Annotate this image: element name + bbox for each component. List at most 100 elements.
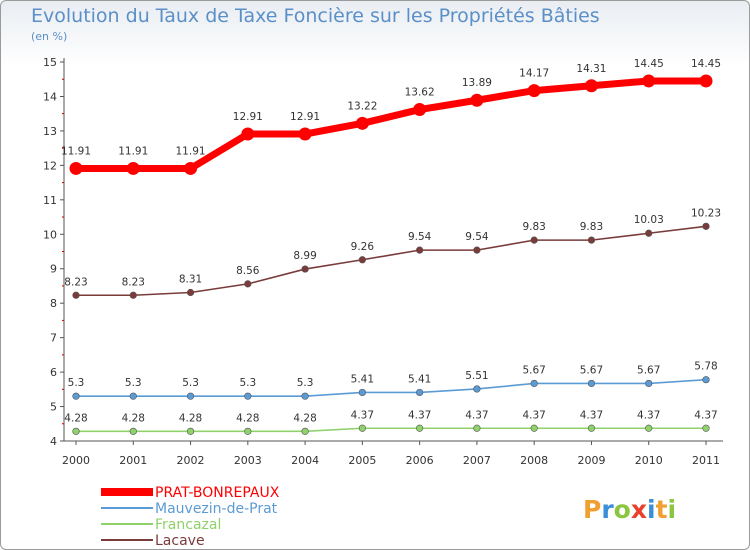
legend-label: PRAT-BONREPAUX (155, 485, 280, 501)
y-tick-label: 5 (50, 401, 57, 414)
x-tick-label: 2008 (520, 454, 548, 467)
data-label: 4.28 (64, 412, 87, 424)
data-point (416, 246, 424, 254)
data-point (584, 79, 598, 93)
series-line (76, 427, 706, 433)
data-label: 9.83 (522, 221, 545, 233)
data-label: 5.3 (182, 377, 199, 389)
data-label: 5.67 (637, 364, 660, 376)
data-point (72, 291, 80, 299)
data-label: 4.37 (580, 409, 603, 421)
y-tick-label: 10 (43, 228, 57, 241)
data-point (702, 424, 710, 432)
data-point (702, 222, 710, 230)
series-francazal (72, 424, 710, 435)
data-point (642, 74, 656, 88)
data-label: 8.99 (293, 250, 316, 262)
series-prat-bonrepaux (69, 74, 713, 175)
data-point (241, 127, 255, 141)
data-label: 13.22 (347, 100, 377, 112)
data-point (186, 288, 195, 297)
data-label: 9.54 (465, 231, 489, 243)
data-point (470, 93, 484, 107)
data-label: 5.51 (465, 370, 488, 382)
data-point (186, 392, 195, 400)
data-label: 13.89 (462, 77, 492, 89)
data-point (645, 229, 653, 237)
data-label: 5.67 (580, 364, 603, 376)
data-label: 14.45 (691, 58, 721, 70)
y-tick-label: 8 (50, 297, 57, 310)
data-point (530, 236, 538, 244)
data-point (699, 74, 713, 88)
data-point (129, 392, 137, 400)
data-label: 4.37 (694, 409, 717, 421)
x-tick-label: 2006 (406, 454, 434, 467)
y-tick-label: 7 (50, 332, 57, 345)
data-label: 11.91 (61, 145, 91, 157)
y-tick-label: 6 (50, 366, 57, 379)
data-label: 4.28 (122, 412, 145, 424)
data-label: 14.31 (576, 63, 606, 75)
data-label: 4.28 (236, 412, 259, 424)
data-point (645, 424, 653, 432)
data-label: 4.37 (408, 409, 431, 421)
data-label: 5.3 (125, 377, 142, 389)
data-label: 10.23 (691, 207, 721, 219)
data-label: 9.54 (408, 231, 432, 243)
legend-label: Lacave (155, 533, 205, 549)
data-label: 5.41 (351, 373, 374, 385)
series-mauvezin-de-prat (72, 376, 710, 400)
data-label: 8.56 (236, 265, 260, 277)
data-point (530, 379, 538, 388)
series-line (76, 77, 706, 172)
data-point (527, 84, 541, 98)
data-label: 11.91 (176, 145, 206, 157)
data-point (301, 392, 309, 400)
data-point (473, 385, 481, 393)
data-label: 13.62 (405, 87, 435, 99)
data-point (126, 161, 140, 175)
series-line (76, 225, 707, 297)
data-point (72, 427, 80, 435)
y-tick-label: 4 (50, 435, 57, 448)
data-point (244, 392, 252, 400)
legend-label: Mauvezin-de-Prat (155, 501, 278, 517)
y-tick-label: 14 (43, 90, 57, 103)
x-tick-label: 2002 (177, 454, 205, 467)
data-point (244, 427, 252, 435)
data-point (413, 103, 427, 117)
data-label: 4.37 (465, 409, 488, 421)
data-label: 12.91 (290, 111, 320, 123)
data-point (298, 127, 312, 141)
data-point (184, 161, 198, 175)
series-line (76, 378, 707, 398)
data-point (358, 424, 366, 432)
data-point (358, 388, 366, 397)
x-tick-label: 2004 (291, 454, 319, 467)
data-point (587, 424, 596, 432)
y-tick-label: 11 (43, 194, 57, 207)
data-point (416, 424, 424, 432)
data-point (301, 427, 309, 435)
data-point (186, 427, 195, 435)
x-tick-label: 2001 (119, 454, 147, 467)
data-point (129, 291, 137, 299)
data-label: 9.83 (580, 221, 603, 233)
series-lacave (72, 222, 710, 299)
data-label: 5.41 (408, 373, 431, 385)
y-tick-label: 9 (50, 263, 57, 276)
x-tick-label: 2003 (234, 454, 262, 467)
y-tick-label: 12 (43, 159, 57, 172)
x-tick-label: 2011 (692, 454, 720, 467)
data-label: 5.3 (297, 377, 314, 389)
legend-label: Francazal (155, 517, 221, 533)
data-point (645, 379, 653, 388)
x-tick-label: 2007 (463, 454, 491, 467)
data-label: 8.23 (64, 276, 87, 288)
y-tick-label: 15 (43, 56, 57, 69)
data-label: 4.37 (522, 409, 545, 421)
data-point (69, 161, 83, 175)
